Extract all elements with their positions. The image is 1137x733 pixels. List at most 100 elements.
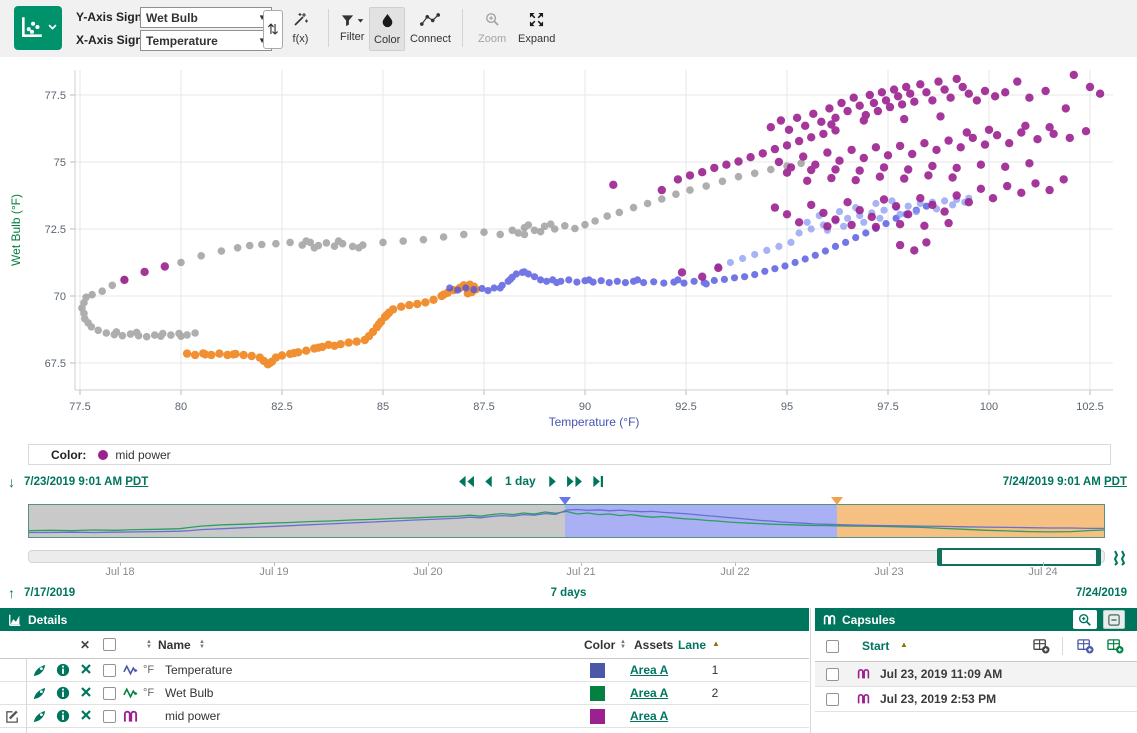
column-header-name[interactable]: Name <box>158 638 191 652</box>
step-back-button[interactable] <box>484 475 493 488</box>
unit-label: °F <box>143 687 154 699</box>
sort-icon[interactable]: ▲▼ <box>146 640 152 650</box>
sort-icon[interactable]: ▲▼ <box>620 640 626 650</box>
svg-text:75: 75 <box>54 157 66 169</box>
item-info-icon[interactable] <box>56 663 70 677</box>
display-range-bar: ↓ 7/23/2019 9:01 AM PDT 1 day 7/24/2019 … <box>0 472 1137 496</box>
item-info-icon[interactable] <box>56 686 70 700</box>
trend-preview-traces <box>29 505 1104 537</box>
asset-link[interactable]: Area A <box>630 663 668 677</box>
step-size-label[interactable]: 1 day <box>502 474 539 488</box>
item-name: Wet Bulb <box>165 686 213 700</box>
connect-tool-button[interactable]: Connect <box>406 7 455 49</box>
svg-text:80: 80 <box>175 401 187 413</box>
date-label: Jul 23 <box>874 566 903 578</box>
scatter-chart-svg[interactable]: 77.57572.57067.577.58082.58587.59092.595… <box>0 57 1137 440</box>
select-all-checkbox[interactable] <box>103 638 116 651</box>
region-start-marker[interactable] <box>831 497 843 505</box>
asset-swap-rocket-icon[interactable] <box>32 686 47 701</box>
scatter-plot-tool-button[interactable] <box>14 6 62 50</box>
remove-item-icon[interactable] <box>80 663 92 675</box>
expand-arrows-icon <box>529 12 544 30</box>
time-step-controls: 1 day <box>458 474 604 488</box>
asset-link[interactable]: Area A <box>630 686 668 700</box>
timezone-link[interactable]: PDT <box>125 476 148 488</box>
color-swatch[interactable] <box>590 686 605 701</box>
header-divider <box>1062 637 1063 655</box>
remove-item-icon[interactable] <box>80 686 92 698</box>
capsule-checkbox[interactable] <box>826 668 839 681</box>
add-column-button[interactable] <box>1033 638 1050 654</box>
capsule-time-toggle-button[interactable] <box>1109 548 1128 567</box>
add-property-column-button[interactable] <box>1107 638 1124 654</box>
remove-all-items-button[interactable]: ✕ <box>80 638 90 652</box>
investigate-range-end[interactable]: 7/24/2019 <box>1076 587 1127 599</box>
color-swatch[interactable] <box>590 663 605 678</box>
filter-tool-button[interactable]: Filter <box>336 7 368 49</box>
color-tool-button[interactable]: Color <box>369 7 405 51</box>
x-axis-signal-select[interactable]: Temperature▼ <box>140 30 272 51</box>
toolbar-divider <box>462 9 463 47</box>
date-label: Jul 20 <box>413 566 442 578</box>
step-forward-much-button[interactable] <box>566 475 583 488</box>
display-range-start[interactable]: 7/23/2019 9:01 AM PDT <box>24 476 148 488</box>
edit-condition-icon[interactable] <box>5 709 20 724</box>
capsule-icon <box>857 692 870 708</box>
region-start-marker[interactable] <box>559 497 571 505</box>
sort-icon[interactable]: ▲▼ <box>199 640 205 650</box>
trend-preview-strip[interactable] <box>28 504 1105 538</box>
asset-link[interactable]: Area A <box>630 709 668 723</box>
scatter-series-orange-period <box>183 281 480 369</box>
chevron-down-icon <box>47 21 58 35</box>
column-header-lane[interactable]: Lane <box>678 638 706 652</box>
svg-text:77.5: 77.5 <box>69 401 90 413</box>
zoom-to-capsule-button[interactable] <box>1073 610 1097 629</box>
capsule-row[interactable]: Jul 23, 2019 2:53 PM <box>815 687 1137 712</box>
timeline-scrollbar-slider[interactable] <box>937 548 1100 566</box>
column-header-start[interactable]: Start <box>862 639 889 653</box>
svg-text:92.5: 92.5 <box>675 401 696 413</box>
color-label: Color <box>374 34 400 46</box>
zoom-magnifier-icon <box>485 12 500 30</box>
color-legend: Color: mid power <box>28 444 1111 465</box>
item-name: mid power <box>165 709 220 723</box>
timeline-scrollbar-track[interactable] <box>28 550 1105 563</box>
expand-tool-button[interactable]: Expand <box>514 7 559 49</box>
svg-text:102.5: 102.5 <box>1076 401 1104 413</box>
svg-text:72.5: 72.5 <box>45 224 66 236</box>
expand-label: Expand <box>518 33 555 45</box>
select-all-capsules-checkbox[interactable] <box>826 640 839 653</box>
capsule-checkbox[interactable] <box>826 693 839 706</box>
item-info-icon[interactable] <box>56 709 70 723</box>
step-back-much-button[interactable] <box>458 475 475 488</box>
capsule-row[interactable]: Jul 23, 2019 11:09 AM <box>815 662 1137 687</box>
condition-type-icon <box>123 709 138 726</box>
asset-swap-rocket-icon[interactable] <box>32 709 47 724</box>
timezone-link[interactable]: PDT <box>1104 476 1127 488</box>
row-checkbox[interactable] <box>103 710 116 723</box>
temperature-trace <box>29 510 1104 533</box>
y-axis-signal-select[interactable]: Wet Bulb▼ <box>140 7 272 28</box>
filter-funnel-icon <box>340 13 364 28</box>
svg-text:90: 90 <box>579 401 591 413</box>
row-checkbox[interactable] <box>103 664 116 677</box>
remove-item-icon[interactable] <box>80 709 92 721</box>
scatter-chart[interactable]: 77.57572.57067.577.58082.58587.59092.595… <box>0 57 1137 440</box>
column-header-color[interactable]: Color <box>584 638 615 652</box>
step-forward-button[interactable] <box>548 475 557 488</box>
asset-swap-rocket-icon[interactable] <box>32 663 47 678</box>
column-header-assets[interactable]: Assets <box>634 638 673 652</box>
swap-axes-button[interactable]: ⇅ <box>263 10 283 49</box>
row-checkbox[interactable] <box>103 687 116 700</box>
display-range-end[interactable]: 7/24/2019 9:01 AM PDT <box>1003 476 1127 488</box>
add-stat-column-button[interactable] <box>1077 638 1094 654</box>
zoom-label: Zoom <box>478 33 506 45</box>
y-axis-signal-value: Wet Bulb <box>146 11 198 25</box>
color-swatch[interactable] <box>590 709 605 724</box>
svg-text:95: 95 <box>781 401 793 413</box>
toolbar-divider <box>328 9 329 47</box>
collapse-panel-button[interactable] <box>1103 610 1125 629</box>
fx-tool-button[interactable]: f(x) <box>288 7 313 49</box>
scatter-plot-icon <box>19 14 45 43</box>
step-to-now-button[interactable] <box>592 475 604 488</box>
